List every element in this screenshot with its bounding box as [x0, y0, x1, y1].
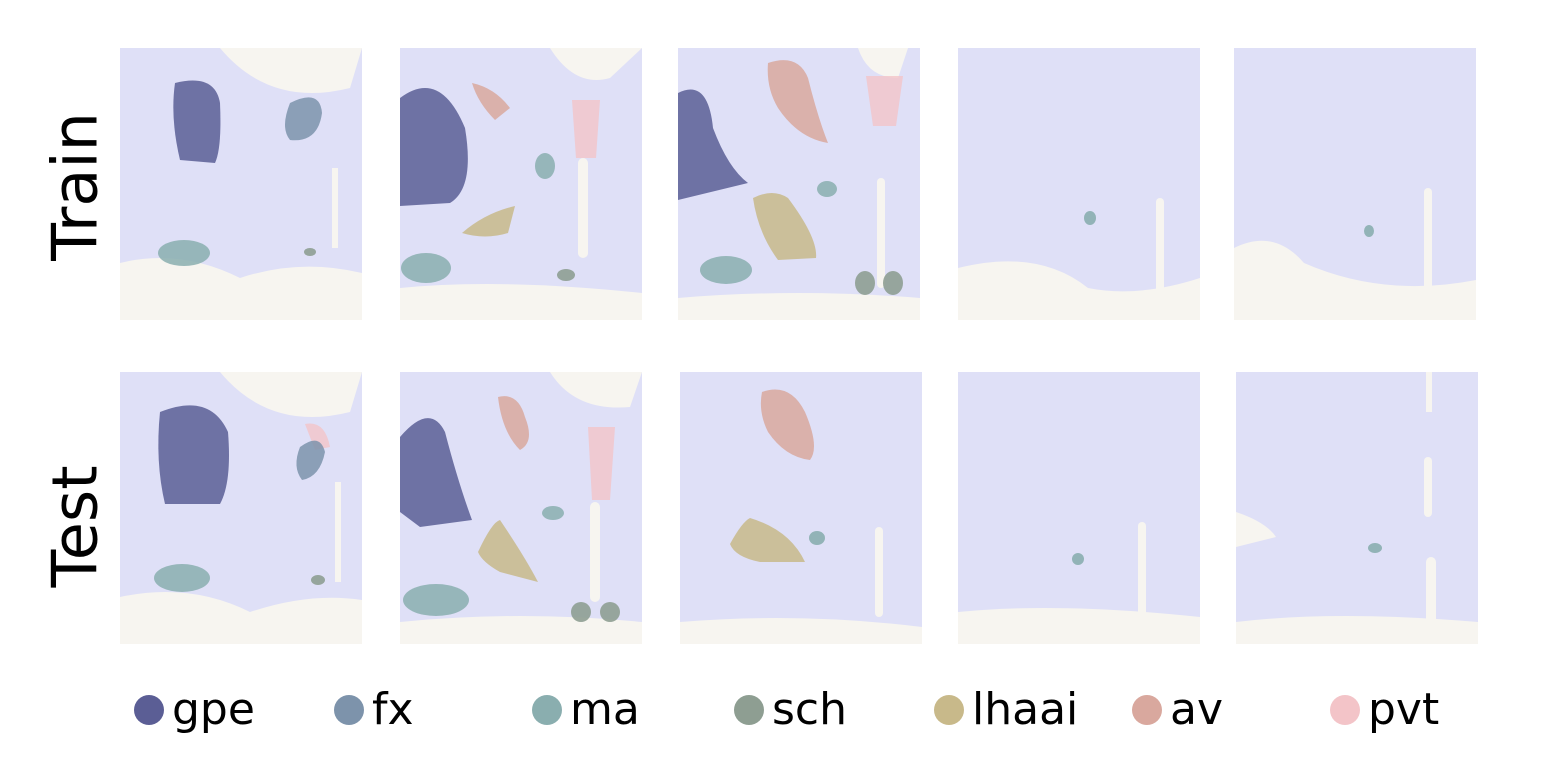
- legend-label-ma: ma: [570, 684, 640, 735]
- legend: gpe fx ma sch lhaai av pvt: [130, 680, 1530, 740]
- legend-item-pvt: pvt: [1330, 680, 1439, 740]
- legend-swatch-sch: [734, 695, 764, 725]
- train-panel-4: [958, 48, 1200, 320]
- legend-item-fx: fx: [334, 680, 414, 740]
- test-panel-5: [1236, 372, 1478, 644]
- legend-swatch-pvt: [1330, 695, 1360, 725]
- legend-item-sch: sch: [734, 680, 847, 740]
- legend-swatch-ma: [532, 695, 562, 725]
- legend-label-gpe: gpe: [172, 684, 255, 735]
- legend-label-lhaai: lhaai: [972, 684, 1079, 735]
- train-panel-2: [400, 48, 642, 320]
- legend-swatch-gpe: [134, 695, 164, 725]
- row-label-train: Train: [38, 112, 112, 261]
- legend-label-sch: sch: [772, 684, 848, 735]
- legend-label-av: av: [1170, 684, 1224, 735]
- row-label-test: Test: [38, 465, 112, 588]
- test-panel-4: [958, 372, 1200, 644]
- legend-item-lhaai: lhaai: [934, 680, 1078, 740]
- test-panel-3: [680, 372, 922, 644]
- legend-label-fx: fx: [372, 684, 414, 735]
- legend-swatch-lhaai: [934, 695, 964, 725]
- legend-item-ma: ma: [532, 680, 640, 740]
- legend-label-pvt: pvt: [1368, 684, 1440, 735]
- legend-swatch-av: [1132, 695, 1162, 725]
- test-panel-2: [400, 372, 642, 644]
- legend-swatch-fx: [334, 695, 364, 725]
- legend-item-gpe: gpe: [134, 680, 255, 740]
- train-panel-5: [1234, 48, 1476, 320]
- test-panel-1: [120, 372, 362, 644]
- train-panel-3: [678, 48, 920, 320]
- legend-item-av: av: [1132, 680, 1223, 740]
- train-panel-1: [120, 48, 362, 320]
